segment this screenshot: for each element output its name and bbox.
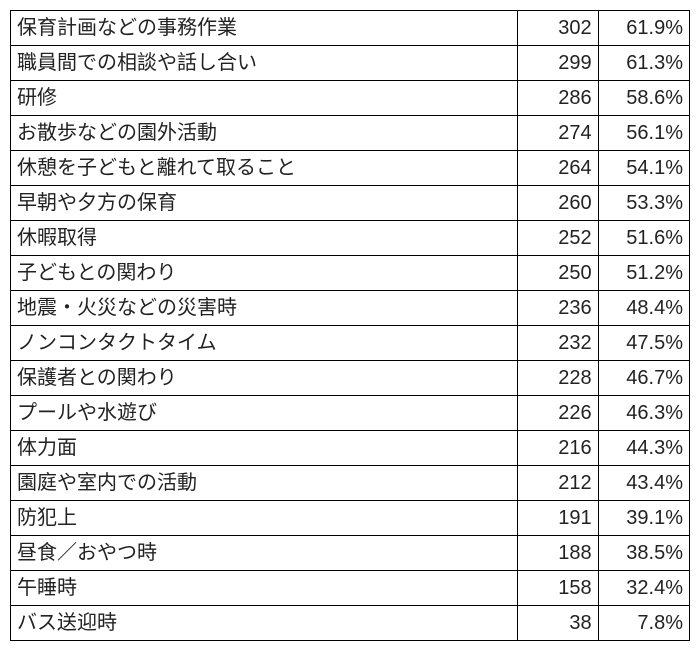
label-cell: 園庭や室内での活動 bbox=[11, 466, 518, 501]
label-cell: プールや水遊び bbox=[11, 396, 518, 431]
label-cell: 子どもとの関わり bbox=[11, 256, 518, 291]
table-row: 昼食／おやつ時18838.5% bbox=[11, 536, 690, 571]
label-cell: 早朝や夕方の保育 bbox=[11, 186, 518, 221]
count-cell: 216 bbox=[518, 431, 598, 466]
count-cell: 286 bbox=[518, 81, 598, 116]
pct-cell: 58.6% bbox=[598, 81, 689, 116]
pct-cell: 46.3% bbox=[598, 396, 689, 431]
label-cell: バス送迎時 bbox=[11, 606, 518, 641]
label-cell: 保護者との関わり bbox=[11, 361, 518, 396]
label-cell: 体力面 bbox=[11, 431, 518, 466]
label-cell: 休憩を子どもと離れて取ること bbox=[11, 151, 518, 186]
count-cell: 236 bbox=[518, 291, 598, 326]
table-row: ノンコンタクトタイム23247.5% bbox=[11, 326, 690, 361]
pct-cell: 51.6% bbox=[598, 221, 689, 256]
label-cell: お散歩などの園外活動 bbox=[11, 116, 518, 151]
count-cell: 299 bbox=[518, 46, 598, 81]
pct-cell: 46.7% bbox=[598, 361, 689, 396]
count-cell: 250 bbox=[518, 256, 598, 291]
count-cell: 252 bbox=[518, 221, 598, 256]
count-cell: 302 bbox=[518, 11, 598, 46]
label-cell: 休暇取得 bbox=[11, 221, 518, 256]
pct-cell: 54.1% bbox=[598, 151, 689, 186]
count-cell: 212 bbox=[518, 466, 598, 501]
label-cell: 昼食／おやつ時 bbox=[11, 536, 518, 571]
table-row: 午睡時15832.4% bbox=[11, 571, 690, 606]
pct-cell: 38.5% bbox=[598, 536, 689, 571]
table-row: 早朝や夕方の保育26053.3% bbox=[11, 186, 690, 221]
label-cell: 研修 bbox=[11, 81, 518, 116]
table-row: 子どもとの関わり25051.2% bbox=[11, 256, 690, 291]
count-cell: 260 bbox=[518, 186, 598, 221]
count-cell: 226 bbox=[518, 396, 598, 431]
label-cell: 防犯上 bbox=[11, 501, 518, 536]
pct-cell: 32.4% bbox=[598, 571, 689, 606]
pct-cell: 44.3% bbox=[598, 431, 689, 466]
table-row: 体力面21644.3% bbox=[11, 431, 690, 466]
pct-cell: 61.9% bbox=[598, 11, 689, 46]
pct-cell: 51.2% bbox=[598, 256, 689, 291]
table-row: 保育計画などの事務作業30261.9% bbox=[11, 11, 690, 46]
pct-cell: 56.1% bbox=[598, 116, 689, 151]
label-cell: 職員間での相談や話し合い bbox=[11, 46, 518, 81]
table-row: 研修28658.6% bbox=[11, 81, 690, 116]
table-row: 保護者との関わり22846.7% bbox=[11, 361, 690, 396]
count-cell: 274 bbox=[518, 116, 598, 151]
table-row: 園庭や室内での活動21243.4% bbox=[11, 466, 690, 501]
pct-cell: 48.4% bbox=[598, 291, 689, 326]
pct-cell: 43.4% bbox=[598, 466, 689, 501]
table-row: 防犯上19139.1% bbox=[11, 501, 690, 536]
table-row: バス送迎時387.8% bbox=[11, 606, 690, 641]
count-cell: 158 bbox=[518, 571, 598, 606]
pct-cell: 47.5% bbox=[598, 326, 689, 361]
count-cell: 188 bbox=[518, 536, 598, 571]
table-row: 職員間での相談や話し合い29961.3% bbox=[11, 46, 690, 81]
table-row: 地震・火災などの災害時23648.4% bbox=[11, 291, 690, 326]
label-cell: 保育計画などの事務作業 bbox=[11, 11, 518, 46]
count-cell: 191 bbox=[518, 501, 598, 536]
label-cell: 地震・火災などの災害時 bbox=[11, 291, 518, 326]
count-cell: 38 bbox=[518, 606, 598, 641]
table-row: 休憩を子どもと離れて取ること26454.1% bbox=[11, 151, 690, 186]
table-row: プールや水遊び22646.3% bbox=[11, 396, 690, 431]
survey-table: 保育計画などの事務作業30261.9%職員間での相談や話し合い29961.3%研… bbox=[10, 10, 690, 641]
table-row: お散歩などの園外活動27456.1% bbox=[11, 116, 690, 151]
count-cell: 228 bbox=[518, 361, 598, 396]
pct-cell: 53.3% bbox=[598, 186, 689, 221]
table-row: 休暇取得25251.6% bbox=[11, 221, 690, 256]
pct-cell: 7.8% bbox=[598, 606, 689, 641]
label-cell: 午睡時 bbox=[11, 571, 518, 606]
pct-cell: 61.3% bbox=[598, 46, 689, 81]
label-cell: ノンコンタクトタイム bbox=[11, 326, 518, 361]
pct-cell: 39.1% bbox=[598, 501, 689, 536]
count-cell: 264 bbox=[518, 151, 598, 186]
count-cell: 232 bbox=[518, 326, 598, 361]
